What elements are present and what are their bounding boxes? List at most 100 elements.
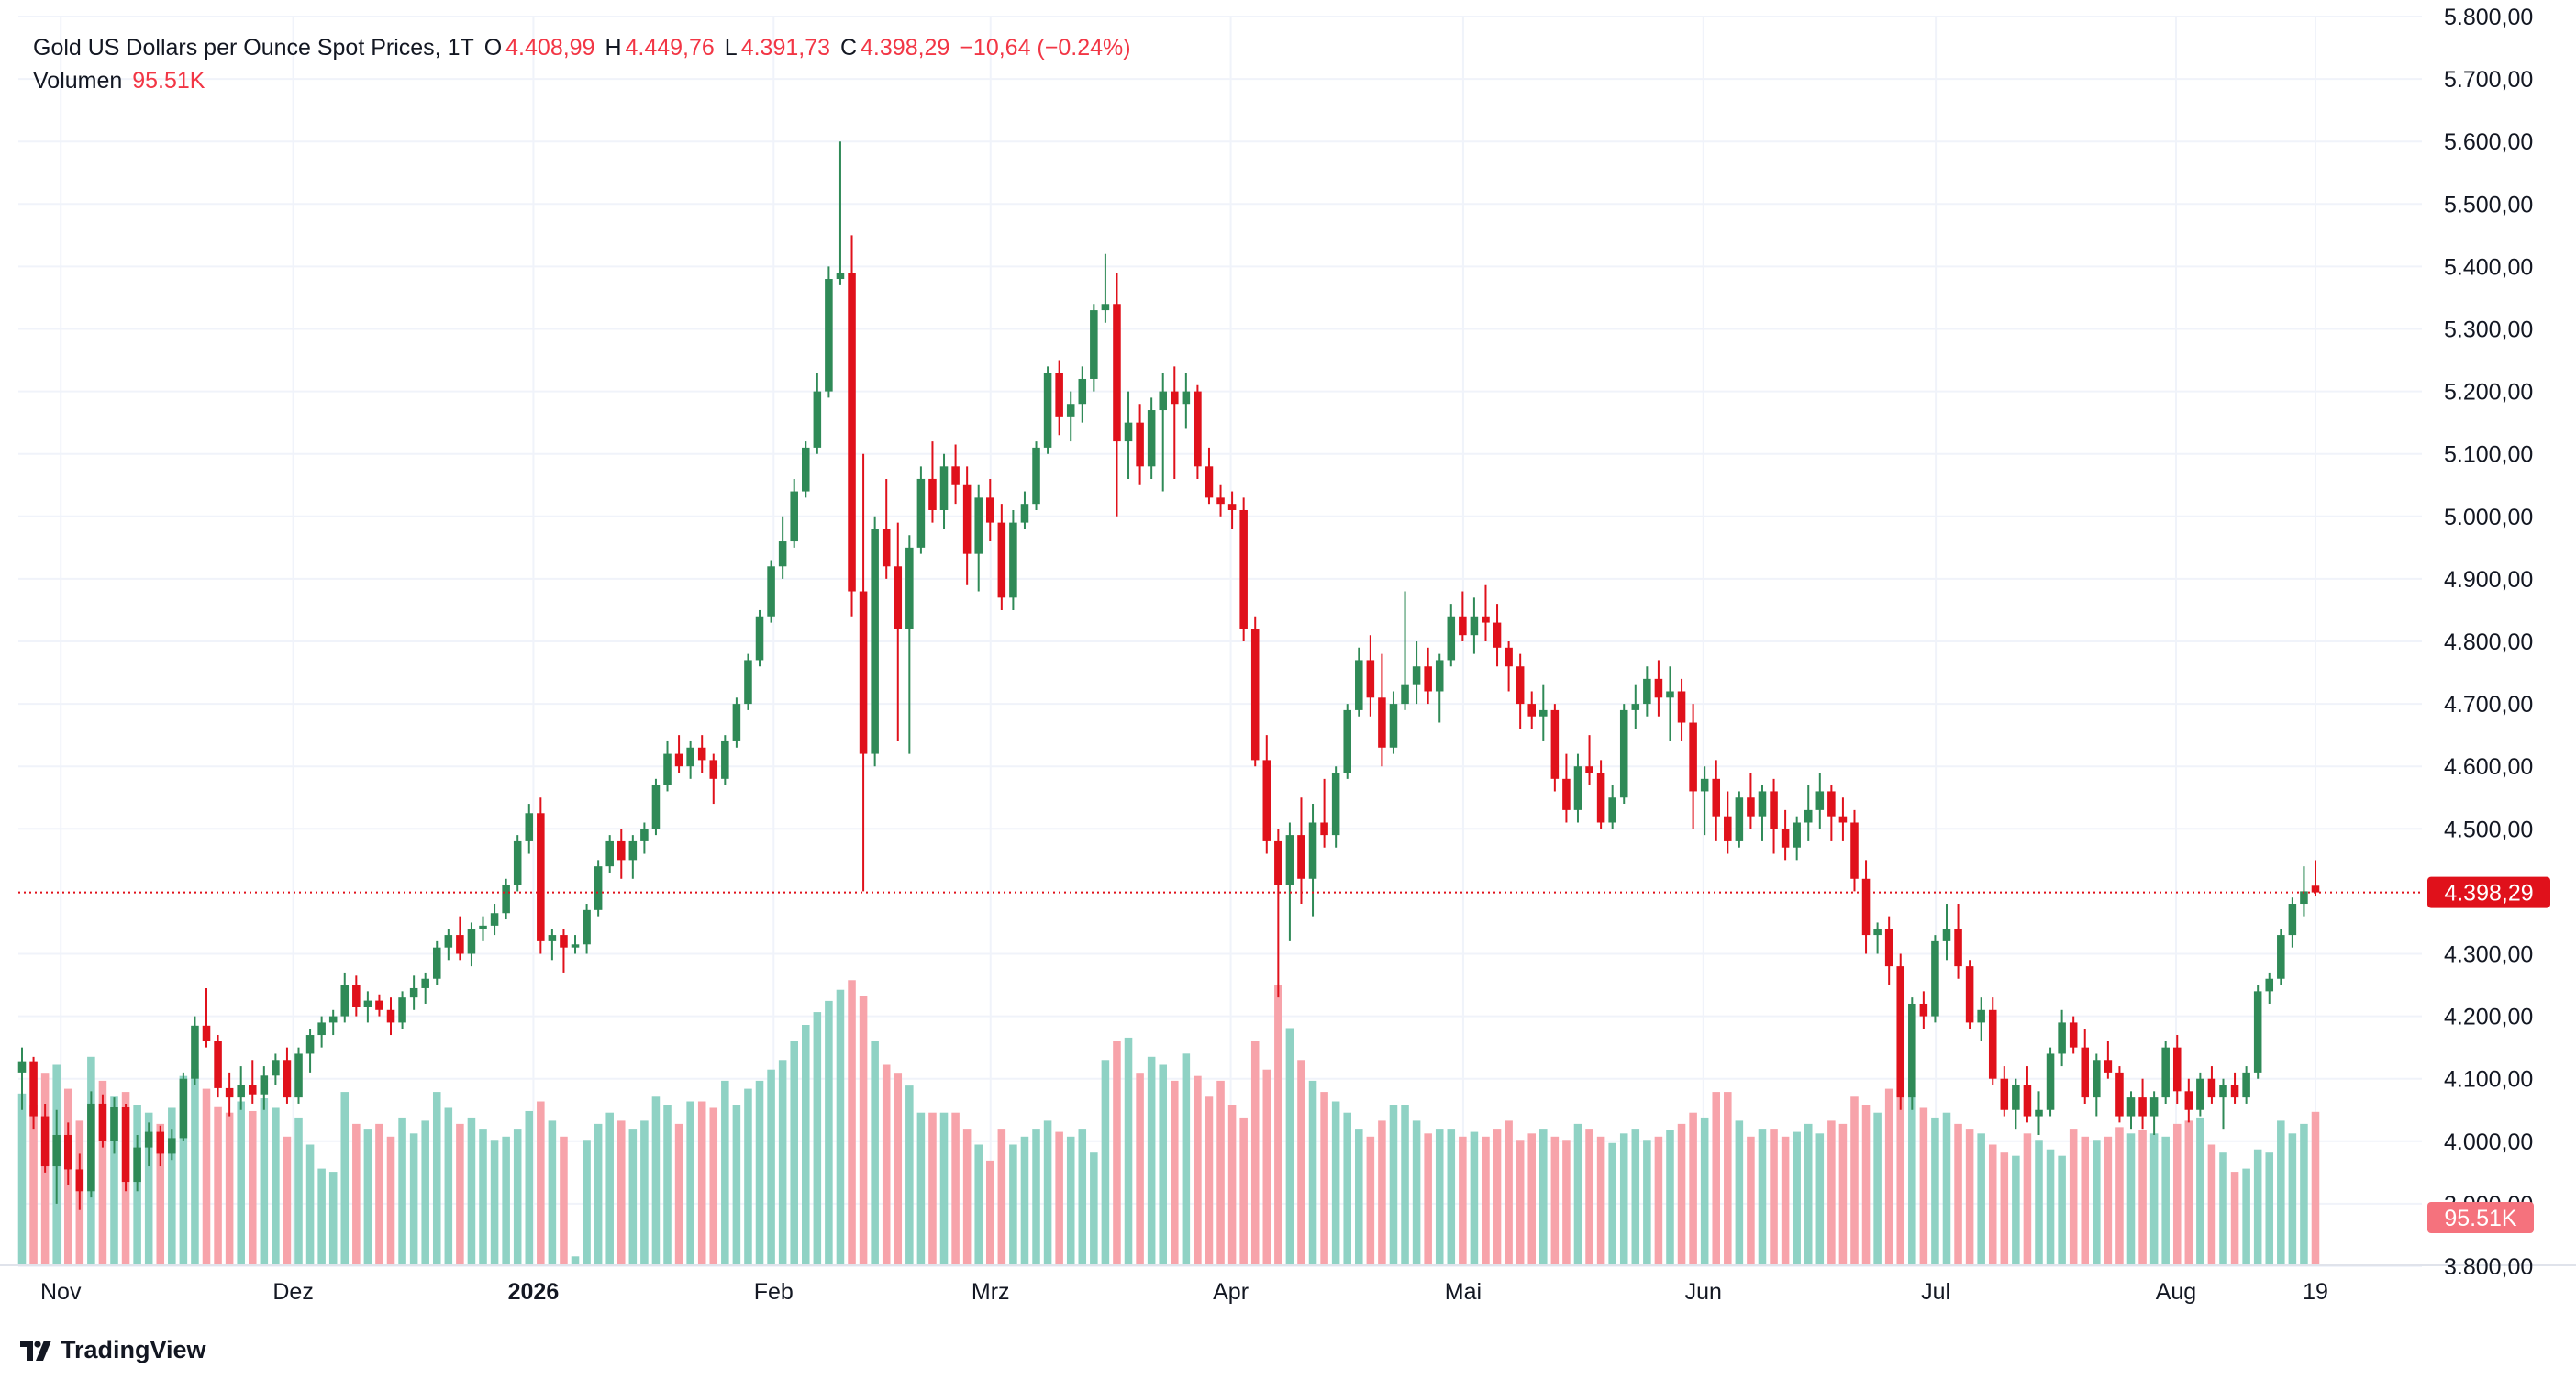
volume-bar bbox=[272, 1107, 280, 1264]
candle-body bbox=[168, 1138, 176, 1154]
candle-body bbox=[2265, 978, 2274, 992]
volume-bar bbox=[1216, 1080, 1225, 1264]
y-tick-label: 5.600,00 bbox=[2444, 129, 2533, 155]
volume-bar bbox=[2196, 1117, 2204, 1264]
volume-value: 95.51K bbox=[132, 68, 205, 94]
candle-body bbox=[1424, 666, 1432, 692]
volume-bar bbox=[1539, 1129, 1548, 1264]
x-tick-label: 19 bbox=[2303, 1279, 2328, 1305]
candle-body bbox=[1827, 791, 1836, 817]
volume-bar bbox=[1827, 1120, 1836, 1264]
volume-bar bbox=[1343, 1112, 1351, 1264]
volume-tag-label: 95.51K bbox=[2444, 1206, 2517, 1231]
low-label: L bbox=[724, 35, 738, 61]
candle-body bbox=[272, 1060, 280, 1076]
candle-body bbox=[859, 591, 868, 754]
candle-body bbox=[2000, 1078, 2009, 1110]
candle-body bbox=[156, 1131, 165, 1154]
y-tick-label: 4.500,00 bbox=[2444, 817, 2533, 842]
volume-bar bbox=[767, 1069, 775, 1264]
volume-bar bbox=[363, 1129, 372, 1264]
candle-body bbox=[1389, 704, 1398, 748]
volume-bar bbox=[1366, 1136, 1375, 1264]
volume-bar bbox=[628, 1129, 638, 1264]
symbol-title[interactable]: Gold US Dollars per Ounce Spot Prices, 1… bbox=[33, 35, 474, 61]
volume-bar bbox=[1055, 1131, 1063, 1264]
volume-bar bbox=[997, 1129, 1006, 1264]
candle-body bbox=[594, 866, 603, 910]
volume-bar bbox=[709, 1107, 718, 1264]
volume-bar bbox=[1274, 985, 1282, 1264]
candle-body bbox=[1285, 835, 1294, 885]
tradingview-logo[interactable]: TradingView bbox=[20, 1336, 206, 1364]
candle-body bbox=[1781, 829, 1790, 848]
x-tick-label: Mrz bbox=[972, 1279, 1010, 1305]
volume-bar bbox=[2081, 1136, 2090, 1264]
candle-body bbox=[1459, 616, 1467, 636]
time-axis[interactable]: Nov Dez 2026 Feb Mrz Apr Mai Jun Jul Aug 19 bbox=[40, 1279, 2328, 1305]
candle-body bbox=[1527, 704, 1536, 717]
candle-body bbox=[317, 1022, 326, 1036]
volume-bar bbox=[802, 1025, 810, 1264]
candle-body bbox=[1850, 822, 1859, 879]
candle-body bbox=[1308, 822, 1317, 879]
close-label: C bbox=[839, 35, 858, 61]
candle-body bbox=[767, 566, 775, 617]
volume-bar bbox=[1793, 1131, 1801, 1264]
volume-bar bbox=[560, 1136, 568, 1264]
candle-body bbox=[444, 935, 453, 948]
volume-bar bbox=[640, 1120, 649, 1264]
volume-bar bbox=[2253, 1149, 2262, 1264]
candle-body bbox=[237, 1085, 245, 1098]
volume-bar bbox=[594, 1123, 603, 1264]
candle-body bbox=[1078, 378, 1087, 405]
volume-bar bbox=[1297, 1060, 1305, 1264]
volume-bar bbox=[894, 1073, 903, 1264]
candle-body bbox=[2288, 904, 2297, 936]
volume-label[interactable]: Volumen bbox=[33, 68, 123, 94]
candle-body bbox=[709, 760, 718, 779]
low-value: 4.391,73 bbox=[740, 35, 831, 61]
volume-bar bbox=[1654, 1136, 1663, 1264]
candle-body bbox=[421, 978, 429, 988]
volume-bar bbox=[1447, 1129, 1456, 1264]
candle-body bbox=[352, 985, 361, 1007]
candle-body bbox=[697, 747, 706, 761]
candle-body bbox=[813, 391, 822, 448]
volume-bar bbox=[1171, 1080, 1179, 1264]
candle-body bbox=[2035, 1109, 2043, 1117]
volume-bar bbox=[1942, 1112, 1951, 1264]
candle-body bbox=[2058, 1022, 2066, 1054]
change-value: −10,64 (−0.24%) bbox=[960, 35, 1131, 61]
candle-body bbox=[1435, 660, 1444, 692]
volume-bar bbox=[1435, 1129, 1444, 1264]
x-tick-label: Jun bbox=[1685, 1279, 1722, 1305]
y-tick-label: 5.100,00 bbox=[2444, 442, 2533, 468]
volume-bar bbox=[202, 1088, 211, 1264]
candle-body bbox=[2149, 1097, 2159, 1117]
candle-body bbox=[432, 947, 441, 979]
candle-body bbox=[1009, 522, 1017, 598]
volume-bar bbox=[1101, 1060, 1110, 1264]
y-tick-label: 4.000,00 bbox=[2444, 1130, 2533, 1155]
candle-body bbox=[1735, 797, 1744, 841]
candle-body bbox=[87, 1103, 95, 1192]
volume-bar bbox=[1401, 1105, 1409, 1264]
candle-body bbox=[1908, 1003, 1916, 1098]
volume-bar bbox=[605, 1112, 614, 1264]
volume-bar bbox=[1700, 1117, 1709, 1264]
volume-bar bbox=[1550, 1136, 1560, 1264]
candle-body bbox=[1250, 629, 1260, 761]
candle-body bbox=[40, 1116, 50, 1167]
volume-bar bbox=[1643, 1140, 1651, 1264]
candle-body bbox=[1055, 373, 1063, 417]
candle-body bbox=[986, 497, 994, 523]
price-axis[interactable]: 5.800,00 5.700,00 5.600,00 5.500,00 5.400,00… bbox=[2427, 5, 2550, 1280]
volume-bars bbox=[17, 980, 2320, 1264]
x-tick-label: 2026 bbox=[508, 1279, 560, 1305]
candle-body bbox=[1919, 1003, 1928, 1017]
volume-bar bbox=[1896, 1064, 1905, 1264]
candle-body bbox=[1124, 422, 1133, 442]
candle-body bbox=[63, 1134, 72, 1170]
